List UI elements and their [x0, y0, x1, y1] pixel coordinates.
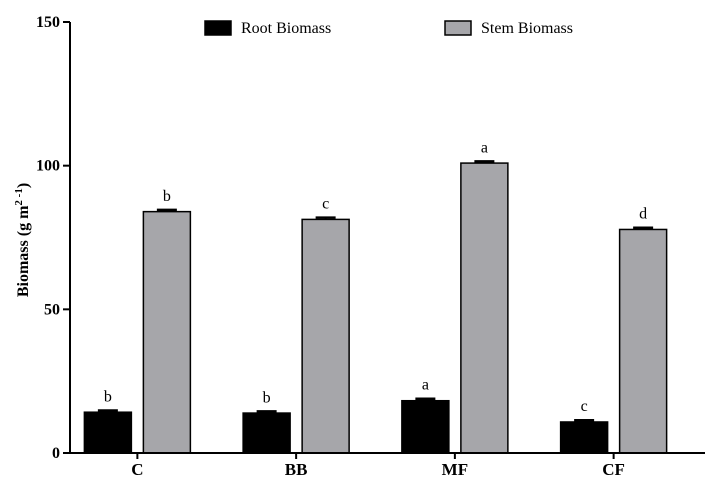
bar-root-biomass — [559, 421, 609, 454]
legend-swatch — [444, 20, 472, 36]
significance-letter: b — [163, 188, 171, 205]
legend-swatch — [204, 20, 232, 36]
significance-letter: a — [422, 377, 429, 394]
bar-root-biomass — [401, 399, 450, 454]
legend-label: Root Biomass — [241, 20, 331, 37]
y-tick-label: 50 — [44, 301, 60, 318]
y-tick-label: 150 — [36, 14, 60, 31]
y-axis-title: Biomass (g m2 -1) — [13, 183, 32, 297]
significance-letter: d — [639, 206, 647, 223]
bars: b b b c a a c d — [83, 139, 668, 454]
significance-letter: a — [481, 139, 488, 156]
legend: Root Biomass Stem Biomass — [204, 20, 573, 37]
x-tick-label: MF — [442, 460, 468, 477]
x-tick-label: BB — [285, 460, 308, 477]
y-axis: 0 50 100 150 — [36, 14, 71, 462]
x-axis: C BB MF CF — [70, 452, 705, 477]
bar-stem-biomass — [460, 162, 509, 454]
bar-root-biomass — [242, 412, 291, 454]
legend-label: Stem Biomass — [481, 20, 573, 37]
significance-letter: c — [322, 196, 329, 213]
bar-root-biomass — [83, 411, 133, 454]
significance-letter: b — [263, 389, 271, 406]
y-tick-label: 100 — [36, 158, 60, 175]
significance-letter: b — [104, 388, 112, 405]
bar-stem-biomass — [142, 210, 192, 454]
x-tick-label: C — [131, 460, 143, 477]
bar-stem-biomass — [618, 228, 668, 454]
significance-letter: c — [581, 398, 588, 415]
bar-stem-biomass — [301, 218, 350, 454]
y-tick-label: 0 — [52, 445, 60, 462]
x-tick-label: CF — [602, 460, 625, 477]
